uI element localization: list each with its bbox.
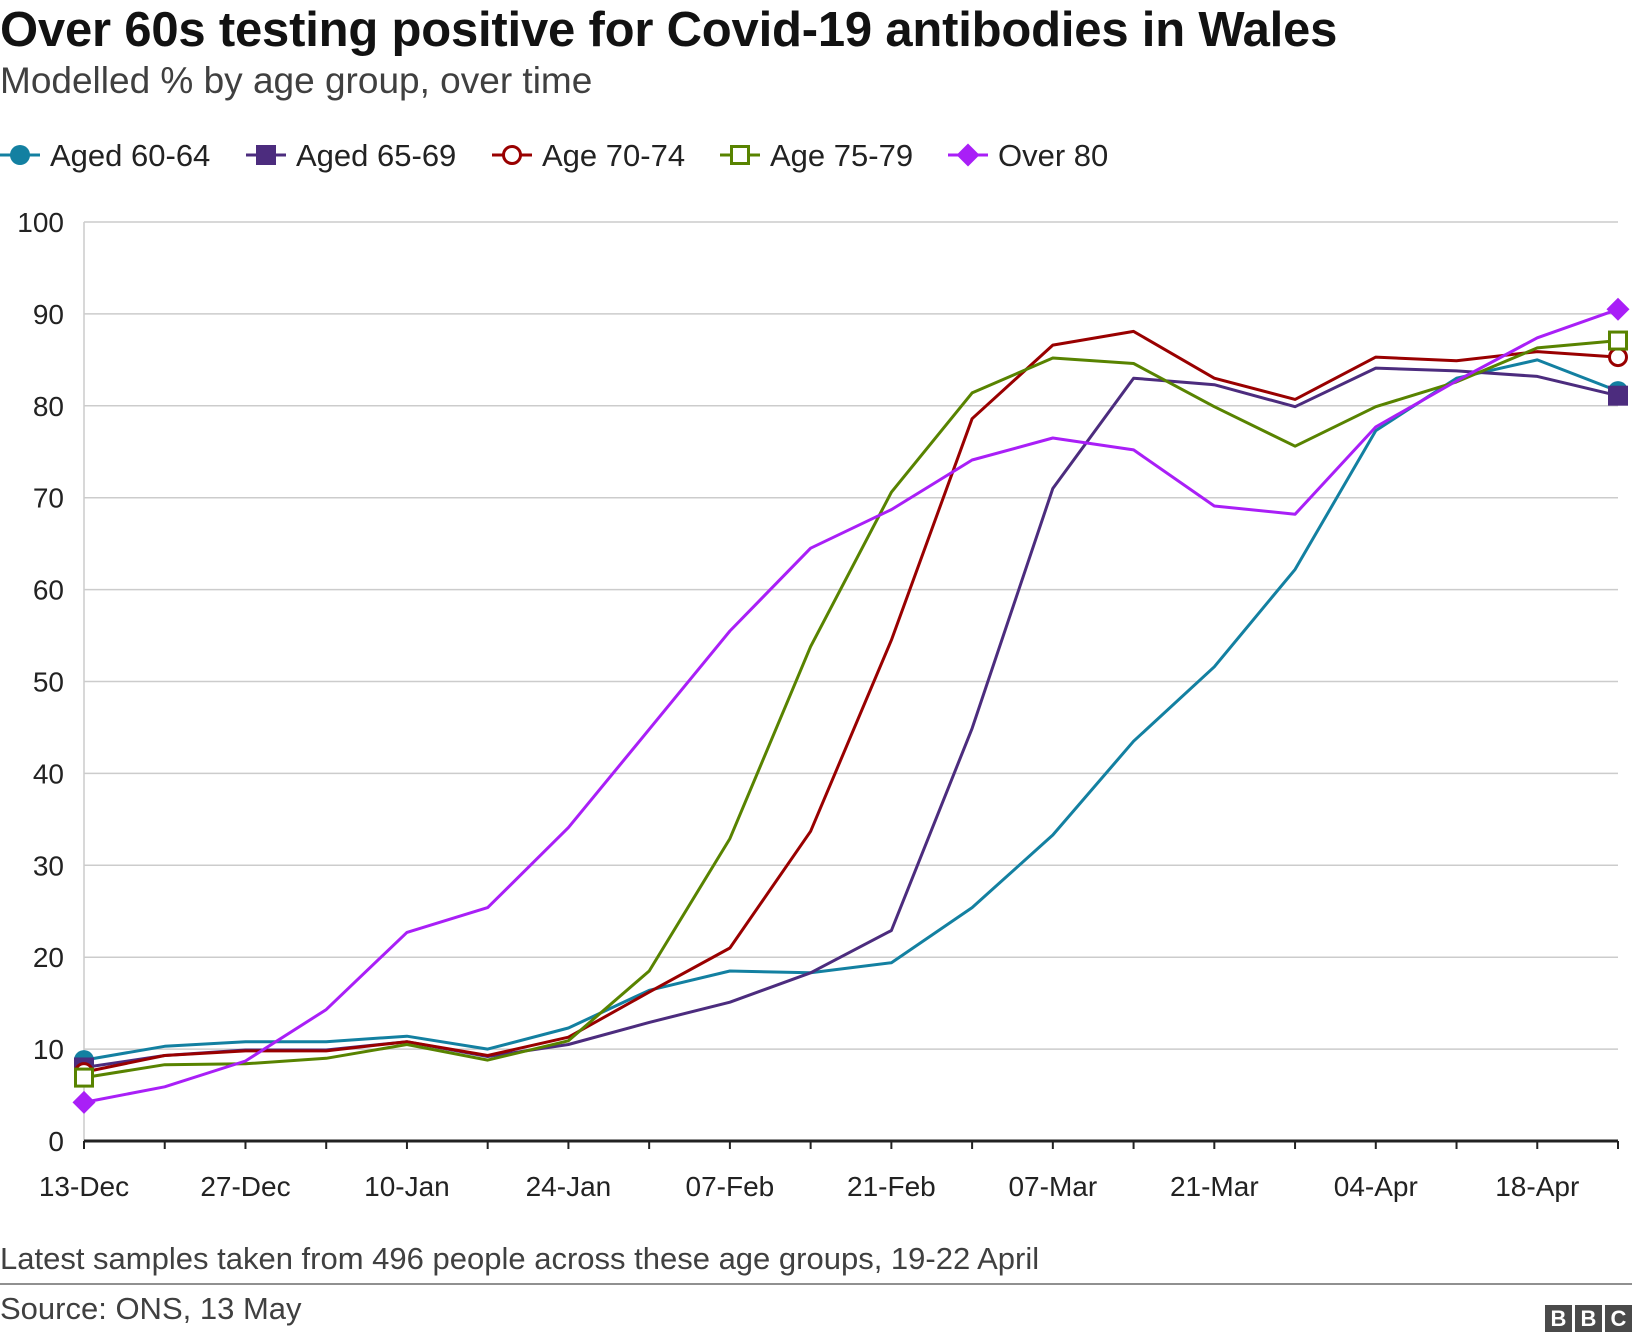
y-tick-label: 70 [33, 483, 64, 514]
series-end-marker [1608, 385, 1628, 406]
legend: Aged 60-64 Aged 65-69 Age 70-74 Age 75-79 Ov… [0, 138, 1108, 173]
series-line [83, 366, 1619, 1069]
series-lines [83, 307, 1619, 1104]
y-axis-ticks: 0 10 20 30 40 50 60 70 80 90 100 [17, 207, 64, 1157]
x-tick-label: 21-Mar [1170, 1171, 1259, 1202]
legend-label: Age 75-79 [770, 138, 913, 173]
line-chart: Aged 60-64 Aged 65-69 Age 70-74 Age 75-79 Ov… [0, 138, 1630, 1202]
logo-letter: B [1545, 1305, 1572, 1332]
legend-marker [256, 145, 276, 165]
legend-label: Over 80 [998, 138, 1108, 173]
y-tick-label: 90 [33, 299, 64, 330]
x-tick-label: 27-Dec [200, 1171, 290, 1202]
x-tick-label: 10-Jan [364, 1171, 450, 1202]
series-line [83, 329, 1619, 1074]
x-tick-label: 24-Jan [526, 1171, 612, 1202]
series-line [83, 358, 1619, 1062]
y-tick-label: 30 [33, 850, 64, 881]
series-line [83, 307, 1619, 1104]
logo-letter: B [1575, 1305, 1602, 1332]
x-axis: 13-Dec 27-Dec 10-Jan 24-Jan 07-Feb 21-Feb 07-M… [39, 1139, 1619, 1202]
logo-letter: C [1605, 1305, 1632, 1332]
bbc-logo: B B C [1545, 1305, 1632, 1332]
legend-marker [10, 145, 30, 165]
legend-label: Aged 60-64 [50, 138, 210, 173]
x-tick-label: 07-Feb [686, 1171, 775, 1202]
y-tick-label: 100 [17, 207, 64, 238]
y-tick-label: 50 [33, 667, 64, 698]
series-end-marker [1606, 297, 1630, 321]
y-tick-label: 40 [33, 758, 64, 789]
series-line [83, 339, 1619, 1080]
chart-subtitle: Modelled % by age group, over time [0, 60, 593, 101]
legend-marker [502, 145, 522, 165]
legend-marker [956, 143, 980, 167]
series-end-marker [1608, 330, 1628, 351]
legend-label: Age 70-74 [542, 138, 685, 173]
series-end-marker [1608, 347, 1628, 368]
x-tick-label: 04-Apr [1334, 1171, 1418, 1202]
y-tick-label: 20 [33, 942, 64, 973]
y-tick-label: 10 [33, 1034, 64, 1065]
y-tick-label: 80 [33, 391, 64, 422]
y-tick-label: 60 [33, 575, 64, 606]
legend-marker [730, 145, 750, 165]
footer-divider [0, 1283, 1632, 1285]
source-text: Source: ONS, 13 May [0, 1291, 302, 1326]
x-tick-label: 18-Apr [1495, 1171, 1579, 1202]
gridlines [83, 221, 1618, 1141]
chart-note: Latest samples taken from 496 people acr… [0, 1241, 1040, 1276]
series-markers [72, 297, 1630, 1114]
series-start-marker [74, 1067, 94, 1088]
x-tick-label: 21-Feb [847, 1171, 936, 1202]
chart-title: Over 60s testing positive for Covid-19 a… [0, 3, 1338, 57]
legend-label: Aged 65-69 [296, 138, 456, 173]
y-tick-label: 0 [48, 1126, 64, 1157]
x-tick-label: 13-Dec [39, 1171, 129, 1202]
series-start-marker [72, 1090, 96, 1114]
x-tick-label: 07-Mar [1008, 1171, 1097, 1202]
